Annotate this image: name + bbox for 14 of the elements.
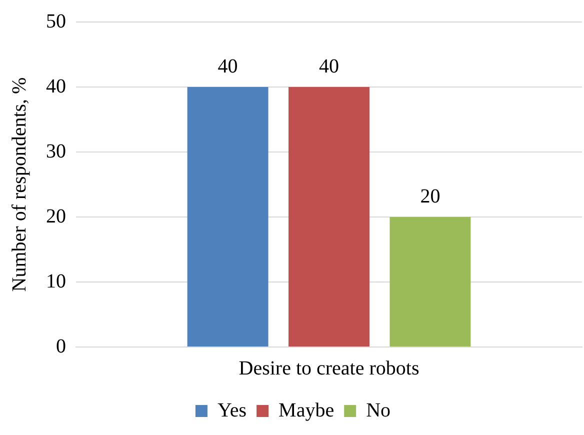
legend-label: No	[366, 399, 391, 422]
y-axis-title: Number of respondents, %	[8, 77, 30, 292]
y-tick-label: 30	[46, 140, 66, 162]
data-label: 40	[319, 55, 339, 78]
y-tick-label: 0	[56, 335, 66, 358]
legend-label: Yes	[217, 399, 247, 422]
y-tick-label: 50	[46, 10, 66, 32]
y-tick-label: 20	[46, 205, 66, 228]
x-tick-label: Desire to create robots	[238, 357, 420, 380]
data-label: 20	[420, 185, 440, 208]
data-label: 40	[218, 55, 238, 78]
y-tick-label: 40	[46, 75, 66, 98]
y-tick-label: 10	[46, 270, 66, 292]
legend-label: Maybe	[278, 399, 334, 422]
